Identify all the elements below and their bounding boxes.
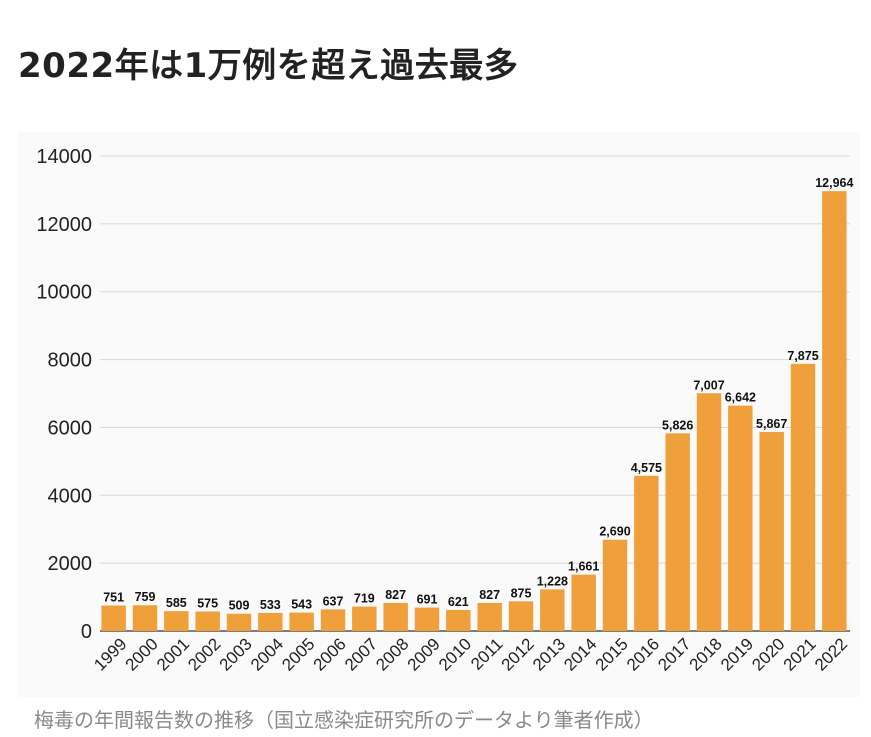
data-label: 1,228 <box>537 574 568 588</box>
x-tick-label: 2001 <box>153 634 193 674</box>
x-tick-label: 2007 <box>341 634 381 674</box>
x-tick-label: 2011 <box>467 634 506 673</box>
x-tick-label: 2020 <box>748 634 788 674</box>
bar <box>790 363 816 631</box>
bar <box>226 613 252 631</box>
data-label: 1,661 <box>568 560 599 574</box>
x-tick-label: 2021 <box>780 634 820 674</box>
data-label: 719 <box>354 592 375 606</box>
x-tick-label: 2000 <box>122 634 162 674</box>
bar <box>383 602 408 631</box>
y-tick-label: 6000 <box>48 417 93 439</box>
y-tick-label: 8000 <box>48 350 93 372</box>
bar <box>822 191 847 631</box>
bar <box>571 574 596 631</box>
x-tick-label: 2018 <box>686 634 726 674</box>
data-label: 533 <box>260 598 281 612</box>
data-label: 751 <box>103 591 124 605</box>
data-label: 12,964 <box>815 176 853 190</box>
chart-caption: 梅毒の年間報告数の推移（国立感染症研究所のデータより筆者作成） <box>34 708 654 732</box>
y-tick-label: 12000 <box>36 214 92 236</box>
data-label: 827 <box>479 588 500 602</box>
bar <box>289 612 314 631</box>
y-tick-label: 10000 <box>36 282 92 304</box>
bar <box>258 612 283 631</box>
x-tick-label: 2005 <box>278 634 318 674</box>
data-label: 691 <box>417 593 438 607</box>
bar <box>101 605 126 631</box>
y-tick-label: 14000 <box>36 146 92 168</box>
y-tick-label: 4000 <box>48 485 93 507</box>
y-axis-ticks: 0 2000 4000 6000 8000 10000 12000 14000 <box>36 146 92 643</box>
x-tick-label: 2016 <box>623 634 663 674</box>
bar-chart: 0 2000 4000 6000 8000 10000 12000 14000 751 759 5… <box>36 146 853 675</box>
bar <box>164 611 189 631</box>
x-tick-label: 2006 <box>310 634 350 674</box>
x-tick-label: 2022 <box>811 634 851 674</box>
y-tick-label: 0 <box>81 621 92 643</box>
x-tick-label: 2013 <box>529 634 569 674</box>
data-label: 585 <box>166 596 187 610</box>
bar <box>132 605 158 631</box>
x-tick-label: 2010 <box>435 634 475 674</box>
data-label: 5,867 <box>756 417 787 431</box>
x-tick-label: 1999 <box>90 634 130 674</box>
chart-panel: 0 2000 4000 6000 8000 10000 12000 14000 751 759 5… <box>18 132 860 697</box>
y-tick-label: 2000 <box>48 553 93 575</box>
x-tick-label: 2008 <box>372 634 412 674</box>
data-label: 509 <box>229 599 250 613</box>
x-tick-label: 2002 <box>184 634 224 674</box>
x-tick-label: 2009 <box>404 634 444 674</box>
bar <box>195 611 220 631</box>
data-label: 621 <box>448 595 469 609</box>
x-tick-label: 2017 <box>654 634 694 674</box>
bar <box>665 433 690 631</box>
data-label: 4,575 <box>631 461 662 475</box>
data-label: 6,642 <box>725 391 756 405</box>
bar <box>320 609 346 631</box>
data-label: 575 <box>197 596 218 610</box>
data-label: 7,007 <box>693 378 724 392</box>
bar <box>540 589 565 631</box>
x-tick-label: 2019 <box>717 634 757 674</box>
x-axis-ticks: 1999200020012002200320042005200620072008… <box>90 634 851 674</box>
x-tick-label: 2015 <box>592 634 632 674</box>
x-tick-label: 2003 <box>216 634 256 674</box>
x-tick-label: 2012 <box>498 634 538 674</box>
data-label: 875 <box>511 586 532 600</box>
bar <box>446 609 471 631</box>
bar <box>352 606 377 631</box>
bar <box>602 539 628 631</box>
bar <box>728 405 753 631</box>
data-label: 637 <box>323 594 344 608</box>
data-label: 2,690 <box>599 525 630 539</box>
value-labels: 751 759 585 575 509 533 543 637 719 827 691 621 827 8… <box>103 176 853 613</box>
grid-lines <box>100 155 850 632</box>
x-tick-label: 2014 <box>560 634 600 674</box>
bar <box>414 607 440 631</box>
bar <box>477 602 502 631</box>
data-label: 7,875 <box>787 349 818 363</box>
data-label: 543 <box>291 598 312 612</box>
data-label: 827 <box>385 588 406 602</box>
x-tick-label: 2004 <box>247 634 287 674</box>
bar <box>759 431 784 631</box>
bar <box>696 393 722 631</box>
bars <box>101 191 847 631</box>
bar <box>634 475 659 631</box>
data-label: 5,826 <box>662 418 693 432</box>
page-title: 2022年は1万例を超え過去最多 <box>18 46 519 86</box>
bar <box>508 601 534 631</box>
data-label: 759 <box>135 590 156 604</box>
